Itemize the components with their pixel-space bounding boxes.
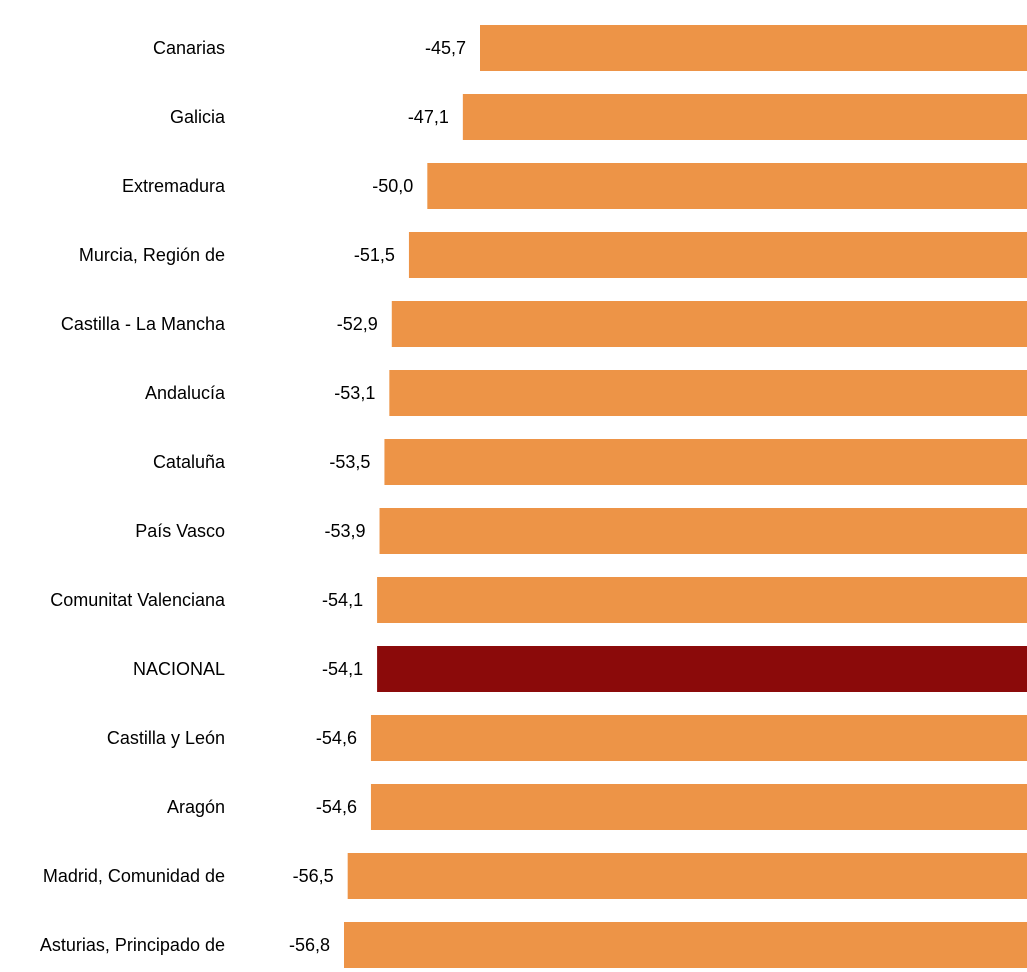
value-label: -51,5: [354, 245, 395, 265]
category-label: País Vasco: [135, 521, 225, 541]
value-label: -53,5: [329, 452, 370, 472]
category-label: Castilla y León: [107, 728, 225, 748]
category-label: NACIONAL: [133, 659, 225, 679]
value-label: -56,5: [293, 866, 334, 886]
category-label: Canarias: [153, 38, 225, 58]
value-label: -54,1: [322, 590, 363, 610]
category-label: Madrid, Comunidad de: [43, 866, 225, 886]
value-label: -54,6: [316, 797, 357, 817]
value-label: -52,9: [337, 314, 378, 334]
value-label: -56,8: [289, 935, 330, 955]
category-label: Extremadura: [122, 176, 226, 196]
bar: [344, 922, 1027, 968]
category-label: Andalucía: [145, 383, 226, 403]
value-label: -53,1: [334, 383, 375, 403]
value-label: -54,6: [316, 728, 357, 748]
category-label: Comunitat Valenciana: [50, 590, 226, 610]
bar: [391, 301, 1027, 347]
value-label: -47,1: [408, 107, 449, 127]
category-label: Cataluña: [153, 452, 226, 472]
bar: [408, 232, 1027, 278]
value-label: -50,0: [372, 176, 413, 196]
bar: [462, 94, 1027, 140]
bar: [384, 439, 1027, 485]
value-label: -45,7: [425, 38, 466, 58]
bar: [370, 784, 1027, 830]
bar-highlight: [377, 646, 1027, 692]
bar: [377, 577, 1027, 623]
bar: [370, 715, 1027, 761]
category-label: Aragón: [167, 797, 225, 817]
bar: [480, 25, 1027, 71]
category-label: Asturias, Principado de: [40, 935, 225, 955]
bar: [427, 163, 1027, 209]
value-label: -53,9: [325, 521, 366, 541]
category-label: Murcia, Región de: [79, 245, 225, 265]
bar: [347, 853, 1027, 899]
value-label: -54,1: [322, 659, 363, 679]
category-label: Castilla - La Mancha: [61, 314, 226, 334]
category-label: Galicia: [170, 107, 226, 127]
bar: [389, 370, 1027, 416]
bar: [379, 508, 1027, 554]
